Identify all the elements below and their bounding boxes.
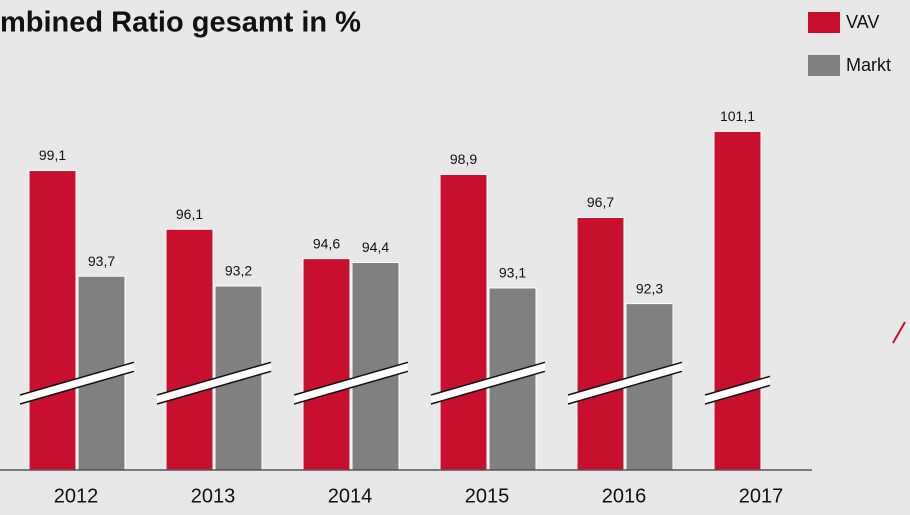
axis-break: [156, 361, 272, 396]
axis-break: [293, 370, 409, 405]
bar: [165, 228, 214, 471]
axis-break: [705, 376, 770, 404]
value-label: 99,1: [39, 147, 66, 163]
axis-break: [19, 370, 135, 405]
value-label: 93,1: [499, 265, 526, 281]
legend-swatch: [808, 55, 840, 76]
x-tick-label: 2014: [328, 485, 373, 507]
value-label: 96,1: [176, 206, 203, 222]
value-label: 94,6: [313, 235, 340, 251]
axis-break: [430, 370, 546, 405]
axis-break: [19, 361, 135, 396]
axis-break: [430, 361, 546, 396]
decoration: [892, 321, 906, 344]
axis-break: [431, 362, 545, 404]
bar: [351, 262, 400, 471]
axis-break: [20, 362, 134, 404]
value-label: 96,7: [587, 194, 614, 210]
value-label: 92,3: [636, 280, 663, 296]
axis-break: [156, 370, 272, 405]
legend-label: Markt: [846, 55, 891, 75]
x-tick-label: 2016: [602, 485, 647, 507]
bar: [439, 173, 488, 471]
axis-break: [293, 361, 409, 396]
value-label: 93,7: [88, 253, 115, 269]
value-label: 101,1: [720, 108, 755, 124]
x-tick-label: 2017: [739, 485, 784, 507]
axis-break: [294, 362, 408, 404]
axis-break: [568, 362, 682, 404]
x-tick-label: 2013: [191, 485, 236, 507]
legend-swatch: [808, 12, 840, 33]
bar: [576, 217, 625, 471]
axis-break: [567, 370, 683, 405]
chart-title: mbined Ratio gesamt in %: [0, 7, 361, 39]
axis-break: [704, 384, 771, 405]
bar: [625, 303, 674, 471]
value-label: 93,2: [225, 263, 252, 279]
value-label: 94,4: [362, 239, 389, 255]
legend-label: VAV: [846, 12, 879, 32]
x-tick-label: 2015: [465, 485, 510, 507]
axis-break: [157, 362, 271, 404]
axis-break: [567, 361, 683, 396]
x-tick-label: 2012: [54, 485, 99, 507]
value-label: 98,9: [450, 151, 477, 167]
bar: [28, 170, 77, 471]
bar: [713, 130, 762, 471]
bar: [302, 258, 351, 471]
axis-break: [704, 375, 771, 396]
